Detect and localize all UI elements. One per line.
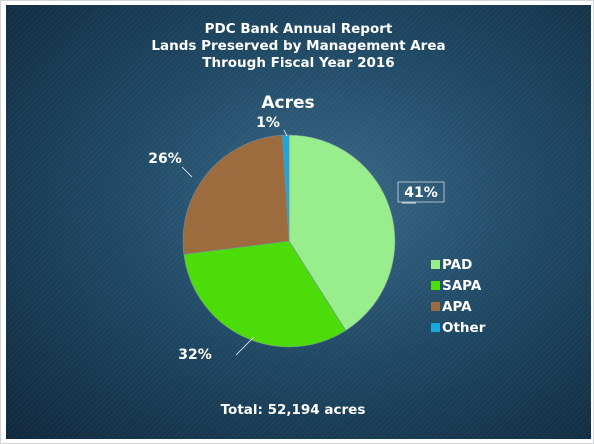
legend-label-other: Other [442,320,486,336]
leader-line-other [283,129,288,137]
data-label-apa: 26% [148,151,182,167]
data-label-leaders [181,129,445,356]
legend-swatch-pad [431,260,440,269]
title-line-2: Lands Preserved by Management Area [151,38,446,54]
legend-label-apa: APA [442,299,472,315]
chart-title: PDC Bank Annual Report Lands Preserved b… [6,21,591,72]
legend-label-sapa: SAPA [442,278,482,294]
pie-chart: Acres 41% 32% 26% 1% PAD SAPA APA Other Total:… [148,93,486,418]
chart-slide: PDC Bank Annual Report Lands Preserved b… [6,5,591,439]
legend-swatch-other [431,323,440,332]
leader-line-sapa [235,336,255,356]
title-line-1: PDC Bank Annual Report [204,21,393,37]
data-label-box-pad [397,181,445,203]
pie-slices [182,134,396,348]
pie-slice-sapa [183,240,347,348]
leader-line-apa [181,166,193,178]
legend-label-pad: PAD [442,257,472,273]
chart-subtitle: Acres [261,93,314,113]
legend: PAD SAPA APA Other [431,257,486,336]
data-labels: 41% 32% 26% 1% [148,115,438,363]
legend-swatch-apa [431,302,440,311]
title-line-3: Through Fiscal Year 2016 [202,55,395,71]
chart-footer: Total: 52,194 acres [221,402,366,418]
pie-slice-pad [288,134,396,331]
data-label-other: 1% [256,115,280,131]
pie-slice-other [282,134,290,242]
pie-slice-apa [182,134,290,255]
data-label-pad: 41% [404,185,438,201]
legend-swatch-sapa [431,281,440,290]
data-label-sapa: 32% [178,347,212,363]
